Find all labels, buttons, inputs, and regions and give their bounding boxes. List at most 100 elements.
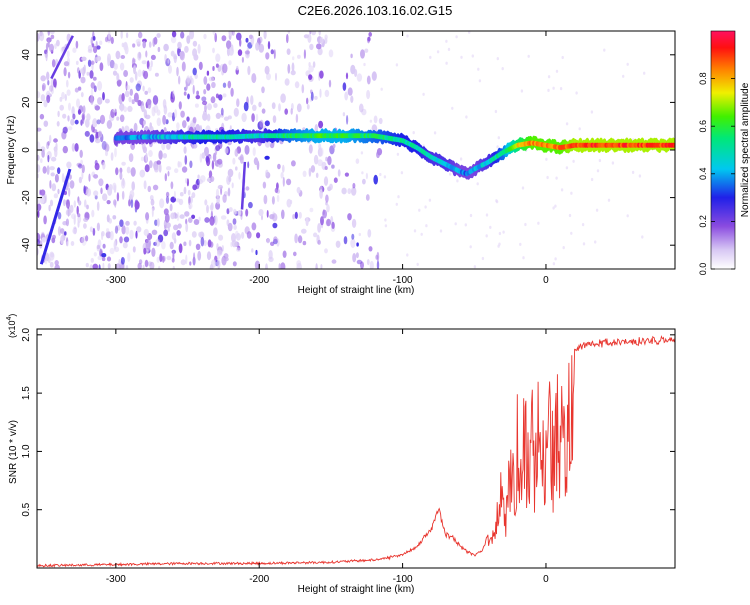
x-tick-label: -300: [106, 275, 126, 286]
noise-speck: [195, 179, 200, 190]
noise-speck: [59, 104, 64, 111]
noise-speck: [121, 190, 125, 200]
noise-speck: [77, 220, 80, 228]
noise-speck: [362, 178, 366, 185]
noise-speck: [233, 107, 239, 117]
noise-speck: [416, 262, 419, 266]
noise-speck: [135, 230, 138, 239]
noise-speck: [265, 52, 270, 60]
noise-speck: [292, 214, 295, 220]
noise-speck: [367, 36, 371, 42]
noise-speck: [101, 231, 105, 237]
noise-speck: [313, 232, 318, 238]
noise-speck: [112, 215, 117, 220]
noise-speck: [185, 81, 188, 90]
noise-speck: [356, 73, 363, 82]
noise-speck: [344, 172, 349, 177]
noise-speck: [359, 103, 364, 113]
x-tick-label: -300: [106, 574, 126, 585]
noise-speck: [552, 206, 555, 210]
noise-speck: [125, 220, 130, 226]
noise-speck: [176, 122, 180, 130]
noise-speck: [53, 78, 57, 88]
noise-speck: [555, 176, 558, 180]
noise-speck: [595, 208, 599, 212]
snr-plot-area: [37, 335, 675, 568]
noise-speck: [121, 42, 125, 48]
noise-speck: [60, 47, 64, 54]
noise-speck: [167, 112, 173, 118]
noise-speck: [165, 191, 170, 198]
noise-speck: [234, 148, 239, 157]
noise-speck: [252, 104, 257, 112]
noise-speck: [284, 108, 289, 115]
noise-speck: [347, 188, 352, 195]
noise-speck: [420, 232, 423, 236]
noise-speck: [631, 170, 635, 174]
noise-speck: [327, 155, 332, 166]
noise-speck: [376, 151, 380, 159]
noise-speck: [307, 33, 312, 43]
noise-speck: [145, 212, 150, 221]
snr-y-multiplier: (x104): [6, 314, 17, 338]
noise-speck: [148, 41, 152, 48]
noise-speck: [186, 116, 190, 122]
noise-speck: [37, 127, 42, 132]
noise-speck: [88, 173, 91, 182]
noise-speck: [43, 215, 47, 225]
noise-speck: [37, 173, 40, 179]
noise-speck: [107, 263, 111, 269]
noise-speck: [369, 119, 373, 123]
noise-speck: [227, 222, 233, 232]
noise-speck: [227, 80, 232, 89]
noise-speck: [234, 230, 239, 239]
noise-speck: [134, 200, 140, 210]
noise-speck: [565, 122, 569, 126]
noise-speck: [341, 187, 347, 195]
noise-speck: [351, 218, 357, 228]
noise-speck: [247, 161, 250, 169]
noise-speck: [198, 216, 201, 222]
noise-speck: [62, 113, 67, 119]
noise-speck: [433, 131, 437, 135]
noise-speck: [251, 73, 257, 84]
noise-speck: [115, 50, 121, 60]
noise-speck: [268, 256, 274, 263]
noise-speck: [63, 199, 66, 207]
noise-speck: [331, 164, 335, 169]
noise-speck: [105, 142, 109, 152]
noise-speck: [93, 190, 99, 197]
noise-speck: [290, 108, 293, 115]
snr-x-label: Height of straight line (km): [298, 584, 415, 595]
noise-speck: [228, 207, 233, 212]
noise-speck: [179, 192, 184, 197]
noise-speck: [74, 143, 79, 152]
noise-speck: [294, 233, 298, 244]
noise-speck: [305, 217, 309, 227]
noise-speck: [201, 96, 207, 102]
noise-speck: [144, 164, 150, 173]
noise-speck: [123, 106, 128, 113]
noise-speck: [319, 88, 322, 98]
noise-speck: [179, 50, 185, 61]
noise-speck: [93, 252, 97, 257]
noise-speck: [560, 188, 564, 192]
noise-speck: [119, 236, 123, 244]
noise-speck: [284, 78, 290, 86]
noise-speck: [231, 182, 234, 189]
noise-speck: [75, 60, 79, 65]
noise-speck: [47, 80, 50, 86]
noise-speck: [89, 226, 93, 233]
noise-speck: [61, 91, 65, 100]
noise-speck: [120, 104, 124, 112]
noise-speck: [183, 146, 187, 154]
snr-multiplier-close: ): [7, 314, 17, 317]
noise-speck: [74, 87, 79, 93]
noise-speck: [177, 161, 182, 168]
noise-speck: [106, 120, 113, 129]
noise-speck: [206, 204, 209, 214]
noise-speck: [211, 160, 215, 170]
noise-speck: [449, 172, 452, 176]
noise-speck: [169, 203, 173, 212]
noise-speck: [170, 181, 174, 190]
